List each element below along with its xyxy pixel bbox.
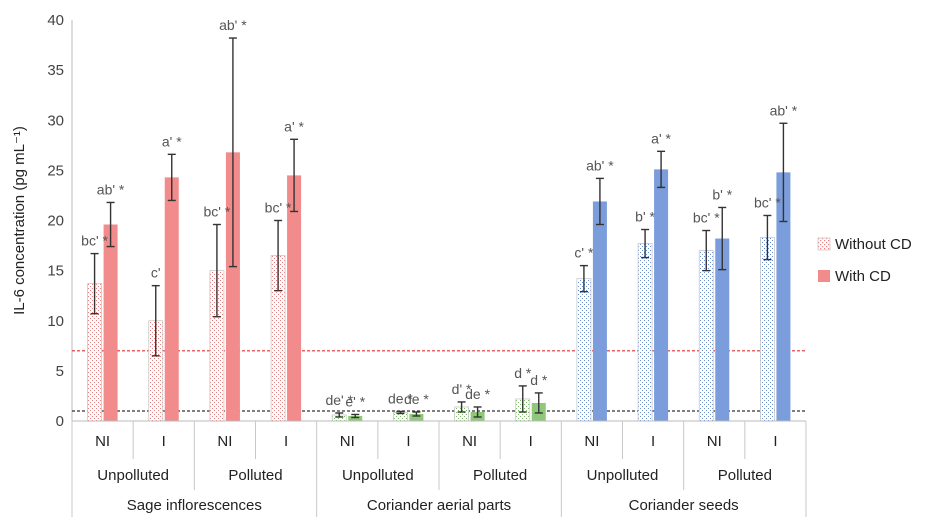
x-category-label: I bbox=[773, 433, 777, 450]
x-subgroup-label: Unpolluted bbox=[342, 467, 414, 484]
x-category-label: NI bbox=[340, 433, 355, 450]
x-subgroup-label: Unpolluted bbox=[587, 467, 659, 484]
x-category-label: I bbox=[651, 433, 655, 450]
significance-label: b' * bbox=[712, 186, 732, 202]
bar-with-cd bbox=[409, 413, 424, 421]
significance-label: de * bbox=[388, 390, 413, 406]
significance-label: de * bbox=[465, 386, 490, 402]
bar-without-cd bbox=[698, 250, 714, 422]
bar-without-cd bbox=[760, 237, 775, 422]
x-category-label: NI bbox=[217, 433, 232, 450]
x-category-label: I bbox=[162, 433, 166, 450]
x-group-label: Coriander aerial parts bbox=[367, 497, 511, 514]
x-subgroup-label: Polluted bbox=[718, 467, 772, 484]
significance-label: de * bbox=[404, 391, 429, 407]
bar-with-cd bbox=[164, 177, 179, 421]
bar-with-cd bbox=[592, 201, 607, 421]
significance-label: ab' * bbox=[97, 181, 125, 197]
significance-label: de' * bbox=[325, 392, 353, 408]
significance-label: a' * bbox=[651, 130, 671, 146]
significance-label: bc' * bbox=[265, 200, 292, 216]
significance-label: d * bbox=[514, 365, 532, 381]
legend-swatch-with-cd bbox=[818, 270, 830, 282]
significance-label: ab' * bbox=[219, 17, 247, 33]
legend-swatch-without-cd bbox=[817, 237, 831, 251]
y-axis-label: IL-6 concentration (pg mL⁻¹) bbox=[11, 126, 28, 315]
legend-label-without-cd: Without CD bbox=[835, 236, 912, 253]
y-tick-label: 0 bbox=[56, 413, 64, 430]
x-category-label: NI bbox=[707, 433, 722, 450]
bar-with-cd bbox=[103, 224, 118, 421]
x-group-label: Coriander seeds bbox=[629, 497, 739, 514]
x-subgroup-label: Polluted bbox=[473, 467, 527, 484]
significance-label: a' * bbox=[284, 118, 304, 134]
y-tick-label: 25 bbox=[47, 162, 64, 179]
y-tick-label: 40 bbox=[47, 12, 64, 29]
bar-with-cd bbox=[287, 175, 302, 421]
legend-label-with-cd: With CD bbox=[835, 268, 891, 285]
y-tick-label: 20 bbox=[47, 213, 64, 230]
significance-label: d * bbox=[530, 372, 548, 388]
significance-label: bc' * bbox=[81, 233, 108, 249]
x-category-label: I bbox=[529, 433, 533, 450]
y-tick-label: 15 bbox=[47, 263, 64, 280]
significance-label: e' * bbox=[345, 393, 365, 409]
bar-with-cd bbox=[715, 238, 730, 421]
significance-label: d' * bbox=[452, 381, 472, 397]
bar-without-cd bbox=[637, 243, 653, 422]
x-category-label: NI bbox=[462, 433, 477, 450]
x-category-label: I bbox=[284, 433, 288, 450]
significance-label: bc' * bbox=[204, 204, 231, 220]
significance-label: b' * bbox=[635, 209, 655, 225]
bar-with-cd bbox=[225, 152, 240, 421]
y-tick-label: 35 bbox=[47, 62, 64, 79]
x-category-label: I bbox=[406, 433, 410, 450]
bar-with-cd bbox=[654, 169, 669, 421]
plot-area: 0 5 10 15 20 25 30 35 40 IL-6 concentration (pg m… bbox=[11, 12, 912, 517]
x-category-label: NI bbox=[95, 433, 110, 450]
y-tick-label: 30 bbox=[47, 112, 64, 129]
significance-label: ab' * bbox=[770, 102, 798, 118]
bar-without-cd bbox=[576, 278, 592, 422]
significance-label: c' * bbox=[574, 245, 594, 261]
bar-with-cd bbox=[348, 415, 363, 421]
x-group-label: Sage inflorescences bbox=[127, 497, 262, 514]
y-tick-label: 5 bbox=[56, 363, 64, 380]
x-subgroup-label: Polluted bbox=[228, 467, 282, 484]
bar-with-cd bbox=[776, 172, 791, 421]
x-subgroup-label: Unpolluted bbox=[97, 467, 169, 484]
x-category-label: NI bbox=[584, 433, 599, 450]
significance-label: c' bbox=[151, 265, 161, 281]
significance-label: ab' * bbox=[586, 157, 614, 173]
significance-label: bc' * bbox=[754, 194, 781, 210]
significance-label: a' * bbox=[162, 133, 182, 149]
y-tick-label: 10 bbox=[47, 313, 64, 330]
significance-label: bc' * bbox=[693, 210, 720, 226]
